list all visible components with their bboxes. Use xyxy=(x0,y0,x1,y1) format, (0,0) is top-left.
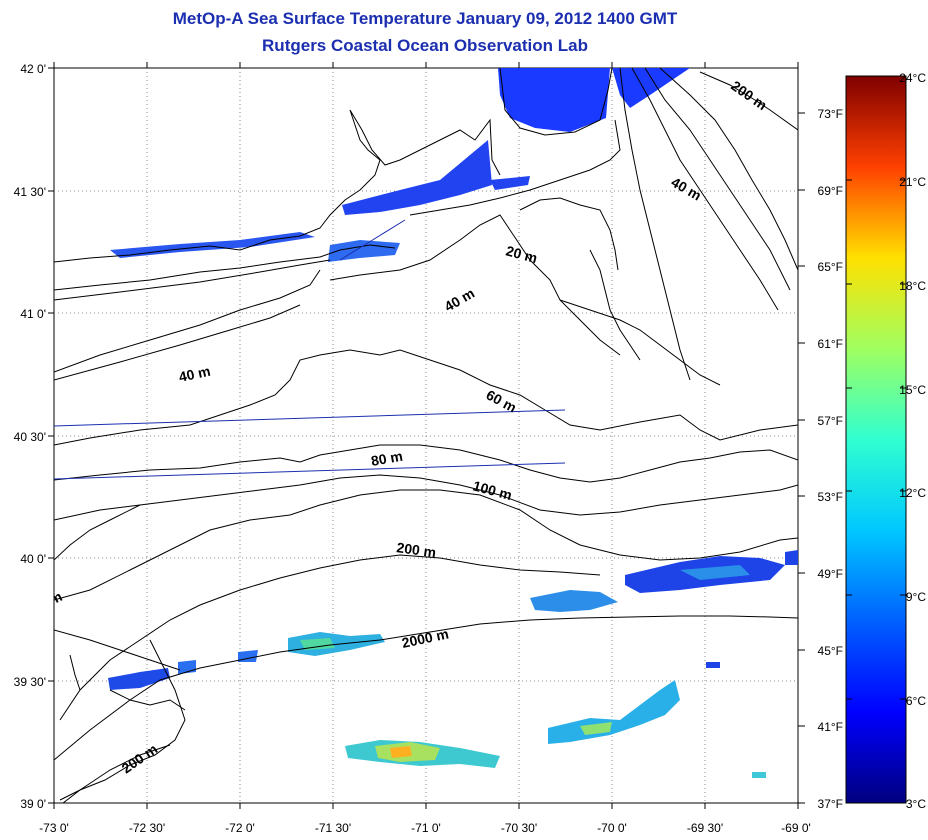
sst-patch-sound-east xyxy=(342,140,492,215)
longitude-labels: -73 0' -72 30' -72 0' -71 30' -71 0' -70… xyxy=(39,821,811,835)
c-label: 15°C xyxy=(899,383,926,397)
lon-label: -71 30' xyxy=(315,821,351,835)
colorbar-ticks xyxy=(846,75,906,700)
sst-patch-hudson xyxy=(108,668,170,690)
sst-patch-slope-east xyxy=(548,680,680,744)
satellite-tracks xyxy=(54,219,566,480)
sst-patch-massachusetts xyxy=(498,68,610,132)
lon-label: -69 30' xyxy=(687,821,723,835)
lon-label: -69 0' xyxy=(781,821,811,835)
depth-label: 20 m xyxy=(504,242,539,266)
c-label: 12°C xyxy=(899,486,926,500)
f-label: 69°F xyxy=(818,184,843,198)
lat-label: 40 30' xyxy=(14,430,46,444)
f-label: 45°F xyxy=(818,644,843,658)
c-label: 3°C xyxy=(906,797,926,811)
colorbar xyxy=(845,75,907,804)
depth-label: m xyxy=(47,588,65,608)
c-label: 24°C xyxy=(899,71,926,85)
latitude-labels: 42 0' 41 30' 41 0' 40 30' 40 0' 39 30' 3… xyxy=(14,62,46,811)
f-label: 37°F xyxy=(818,797,843,811)
sst-patch-shelf-mid xyxy=(530,590,618,612)
celsius-labels: 24°C 21°C 18°C 15°C 12°C 9°C 6°C 3°C xyxy=(899,71,926,811)
c-label: 9°C xyxy=(906,590,926,604)
tick-marks xyxy=(48,62,805,809)
bathymetry-contours xyxy=(54,68,798,803)
depth-label: 80 m xyxy=(370,448,404,469)
lat-label: 39 0' xyxy=(20,797,46,811)
f-label: 61°F xyxy=(818,337,843,351)
lat-label: 40 0' xyxy=(20,552,46,566)
c-label: 18°C xyxy=(899,279,926,293)
depth-label: 200 m xyxy=(396,539,438,560)
lon-label: -70 0' xyxy=(597,821,627,835)
lat-label: 41 0' xyxy=(20,307,46,321)
lon-label: -72 30' xyxy=(129,821,165,835)
lon-label: -70 30' xyxy=(501,821,537,835)
map-title: MetOp-A Sea Surface Temperature January … xyxy=(172,9,678,28)
f-label: 53°F xyxy=(818,490,843,504)
f-label: 73°F xyxy=(818,107,843,121)
fahrenheit-labels: 73°F 69°F 65°F 61°F 57°F 53°F 49°F 45°F … xyxy=(818,107,843,811)
lat-label: 42 0' xyxy=(20,62,46,76)
f-label: 65°F xyxy=(818,260,843,274)
f-label: 49°F xyxy=(818,567,843,581)
lat-label: 39 30' xyxy=(14,675,46,689)
depth-label: 40 m xyxy=(177,363,212,385)
lon-label: -72 0' xyxy=(225,821,255,835)
f-label: 57°F xyxy=(818,414,843,428)
lon-label: -73 0' xyxy=(39,821,69,835)
f-label: 41°F xyxy=(818,720,843,734)
c-label: 21°C xyxy=(899,175,926,189)
lat-label: 41 30' xyxy=(14,185,46,199)
c-label: 6°C xyxy=(906,694,926,708)
graticule xyxy=(54,68,798,803)
map-subtitle: Rutgers Coastal Ocean Observation Lab xyxy=(262,36,588,55)
lon-label: -71 0' xyxy=(411,821,441,835)
